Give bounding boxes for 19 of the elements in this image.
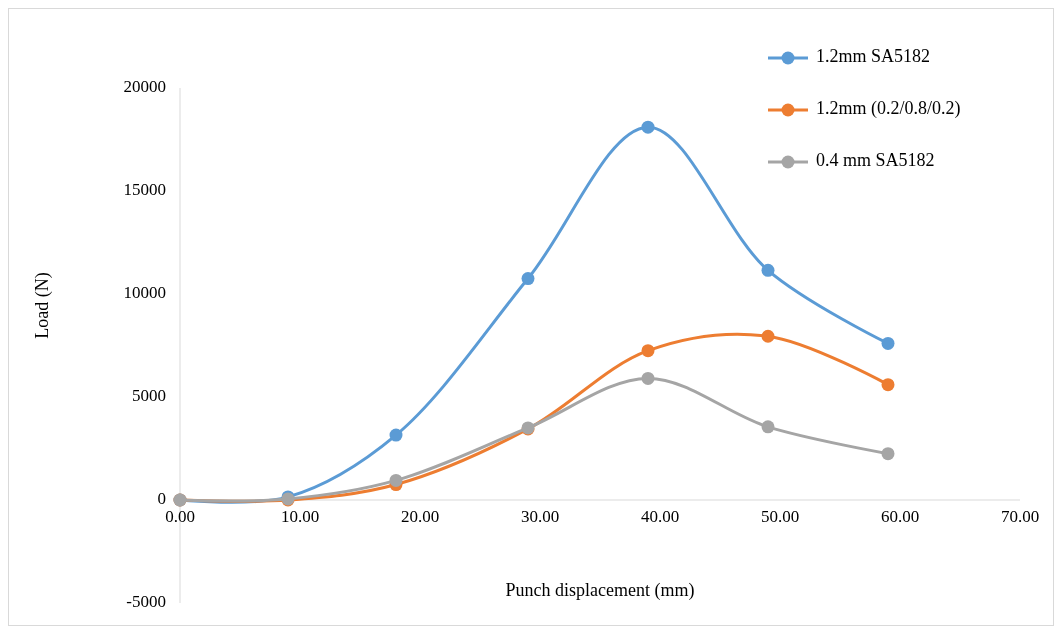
x-tick-label: 60.00 [880,507,920,526]
x-tick-label: 10.00 [280,507,320,526]
y-tick-label: 0 [157,488,166,508]
x-tick-label: 70.00 [1000,507,1040,526]
y-tick-label: 15000 [123,179,166,199]
legend-label: 1.2mm (0.2/0.8/0.2) [816,98,961,120]
y-tick-label: -5000 [126,591,166,611]
x-axis-title: Punch displacement (mm) [505,580,695,601]
legend-label: 0.4 mm SA5182 [816,150,935,171]
y-tick-label: 20000 [123,76,166,96]
y-tick-label: 5000 [132,385,166,405]
x-tick-label: 50.00 [760,507,800,526]
y-axis-title: Load (N) [32,272,53,339]
x-tick-label: 40.00 [640,507,680,526]
x-tick-label: 30.00 [520,507,560,526]
x-tick-label: 20.00 [400,507,440,526]
legend-label: 1.2mm SA5182 [816,46,931,67]
x-tick-label: 0.00 [165,507,195,526]
y-tick-label: 10000 [123,282,166,302]
